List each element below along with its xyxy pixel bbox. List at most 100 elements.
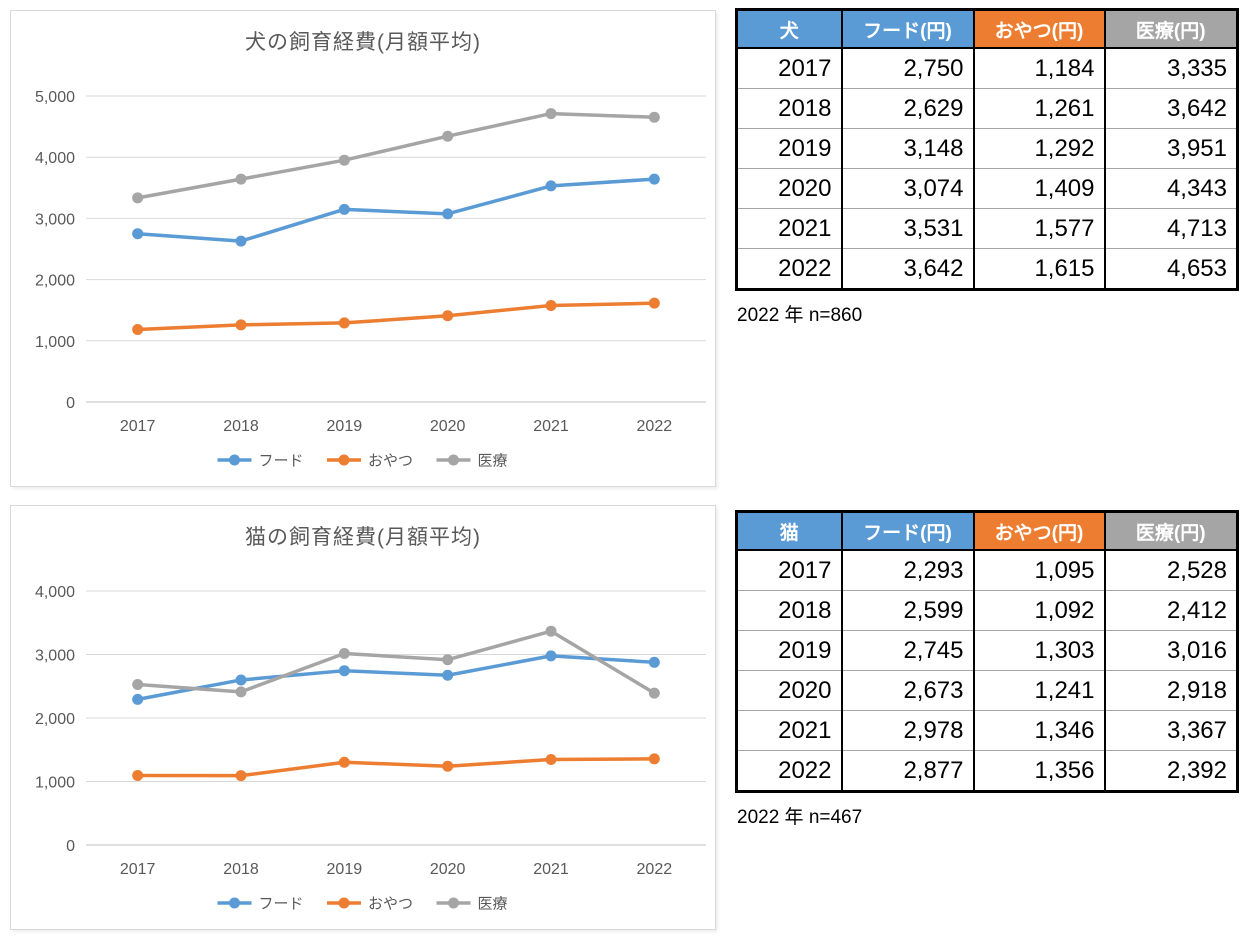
- data-point-marker: [338, 154, 350, 166]
- data-point-marker: [648, 656, 660, 668]
- series-line: [135, 111, 657, 200]
- value-cell: 1,261: [972, 88, 1105, 129]
- value-cell: 2,392: [1103, 750, 1238, 792]
- value-cell: 1,615: [972, 248, 1105, 290]
- x-tick-label: 2018: [223, 418, 259, 435]
- data-point-marker: [442, 130, 454, 142]
- x-tick-label: 2020: [430, 861, 466, 878]
- data-point-marker: [545, 108, 557, 120]
- dog-chart-title: 犬の飼育経費(月額平均): [245, 31, 481, 54]
- y-tick-label: 4,000: [35, 150, 75, 167]
- table-column-header: 医療(円): [1103, 511, 1238, 551]
- table-column-header: フード(円): [840, 9, 974, 49]
- data-point-marker: [545, 754, 557, 766]
- cat-table-section: 猫フード(円) おやつ(円) 医療(円) 2017 2,293 1,095 2,528 201…: [735, 510, 1239, 829]
- value-cell: 3,367: [1103, 710, 1238, 751]
- year-cell: 2019: [735, 630, 842, 671]
- table-header-row: 猫フード(円) おやつ(円) 医療(円): [735, 511, 1238, 551]
- year-cell: 2020: [735, 670, 842, 711]
- cat-expense-table: 猫フード(円) おやつ(円) 医療(円) 2017 2,293 1,095 2,528 201…: [735, 510, 1239, 793]
- value-cell: 3,951: [1103, 128, 1238, 169]
- data-point-marker: [545, 299, 557, 311]
- legend-label: おやつ: [368, 896, 413, 913]
- y-tick-label: 0: [66, 838, 75, 855]
- value-cell: 1,356: [972, 750, 1105, 792]
- data-point-marker: [132, 192, 144, 204]
- dog-table-section: 犬フード(円) おやつ(円) 医療(円) 2017 2,750 1,184 3,335 201…: [735, 8, 1239, 327]
- year-cell: 2021: [735, 208, 842, 249]
- legend-label: フード: [259, 896, 304, 913]
- data-point-marker: [442, 669, 454, 681]
- data-point-marker: [545, 650, 557, 662]
- x-tick-label: 2019: [327, 861, 363, 878]
- data-point-marker: [132, 324, 144, 336]
- table-row: 2022 3,642 1,615 4,653: [735, 248, 1238, 290]
- y-tick-label: 3,000: [35, 211, 75, 228]
- x-tick-label: 2017: [120, 418, 156, 435]
- legend-marker-dot: [229, 897, 240, 909]
- table-column-header: 医療(円): [1103, 9, 1238, 49]
- value-cell: 2,629: [840, 88, 974, 129]
- value-cell: 2,750: [840, 48, 974, 89]
- table-row: 2020 3,074 1,409 4,343: [735, 168, 1238, 209]
- table-header-row: 犬フード(円) おやつ(円) 医療(円): [735, 9, 1238, 49]
- y-tick-label: 0: [66, 395, 75, 412]
- x-tick-label: 2020: [430, 418, 466, 435]
- dog-sample-size-note: 2022 年 n=860: [737, 305, 863, 326]
- year-cell: 2017: [735, 550, 842, 591]
- data-point-marker: [235, 173, 247, 185]
- value-cell: 4,713: [1103, 208, 1238, 249]
- y-tick-label: 1,000: [35, 775, 75, 792]
- dog-expense-table: 犬フード(円) おやつ(円) 医療(円) 2017 2,750 1,184 3,335 201…: [735, 8, 1239, 291]
- value-cell: 2,412: [1103, 590, 1238, 631]
- data-point-marker: [442, 654, 454, 666]
- cat-expense-chart: 猫の飼育経費(月額平均) 0 1,000 2,000 3,000 4,000 2017 20…: [10, 505, 716, 930]
- series-line: [135, 629, 657, 695]
- data-point-marker: [442, 208, 454, 220]
- value-cell: 2,978: [840, 710, 974, 751]
- data-point-marker: [648, 687, 660, 699]
- y-tick-label: 1,000: [35, 334, 75, 351]
- x-tick-label: 2018: [223, 861, 259, 878]
- data-point-marker: [545, 180, 557, 192]
- table-row: 2020 2,673 1,241 2,918: [735, 670, 1238, 711]
- data-point-marker: [235, 235, 247, 247]
- year-cell: 2021: [735, 710, 842, 751]
- y-tick-label: 2,000: [35, 711, 75, 728]
- value-cell: 2,673: [840, 670, 974, 711]
- value-cell: 2,528: [1103, 550, 1238, 591]
- table-column-header: フード(円): [840, 511, 974, 551]
- legend-marker-dot: [229, 454, 240, 466]
- data-point-marker: [338, 756, 350, 768]
- value-cell: 3,335: [1103, 48, 1238, 89]
- value-cell: 1,409: [972, 168, 1105, 209]
- value-cell: 3,074: [840, 168, 974, 209]
- series-line: [135, 757, 657, 778]
- year-cell: 2022: [735, 248, 842, 290]
- data-point-marker: [338, 665, 350, 677]
- year-cell: 2018: [735, 88, 842, 129]
- table-row: 2021 3,531 1,577 4,713: [735, 208, 1238, 249]
- value-cell: 3,016: [1103, 630, 1238, 671]
- data-point-marker: [338, 317, 350, 329]
- legend-label: おやつ: [368, 453, 413, 470]
- table-column-header: おやつ(円): [972, 9, 1105, 49]
- data-point-marker: [132, 228, 144, 240]
- value-cell: 2,745: [840, 630, 974, 671]
- value-cell: 3,642: [840, 248, 974, 290]
- legend-marker-dot: [338, 454, 350, 466]
- legend-marker-dot: [448, 897, 459, 909]
- dog-chart-plot: 0 1,000 2,000 3,000 4,000 5,000 2017 2018 2019 20…: [35, 89, 706, 470]
- value-cell: 1,184: [972, 48, 1105, 89]
- data-point-marker: [648, 173, 660, 185]
- x-tick-label: 2021: [533, 861, 569, 878]
- data-point-marker: [338, 647, 350, 659]
- value-cell: 2,877: [840, 750, 974, 792]
- x-tick-label: 2022: [637, 418, 673, 435]
- value-cell: 1,241: [972, 670, 1105, 711]
- x-tick-label: 2021: [533, 418, 569, 435]
- data-point-marker: [235, 319, 247, 331]
- data-point-marker: [235, 674, 247, 686]
- table-row: 2018 2,599 1,092 2,412: [735, 590, 1238, 631]
- value-cell: 1,095: [972, 550, 1105, 591]
